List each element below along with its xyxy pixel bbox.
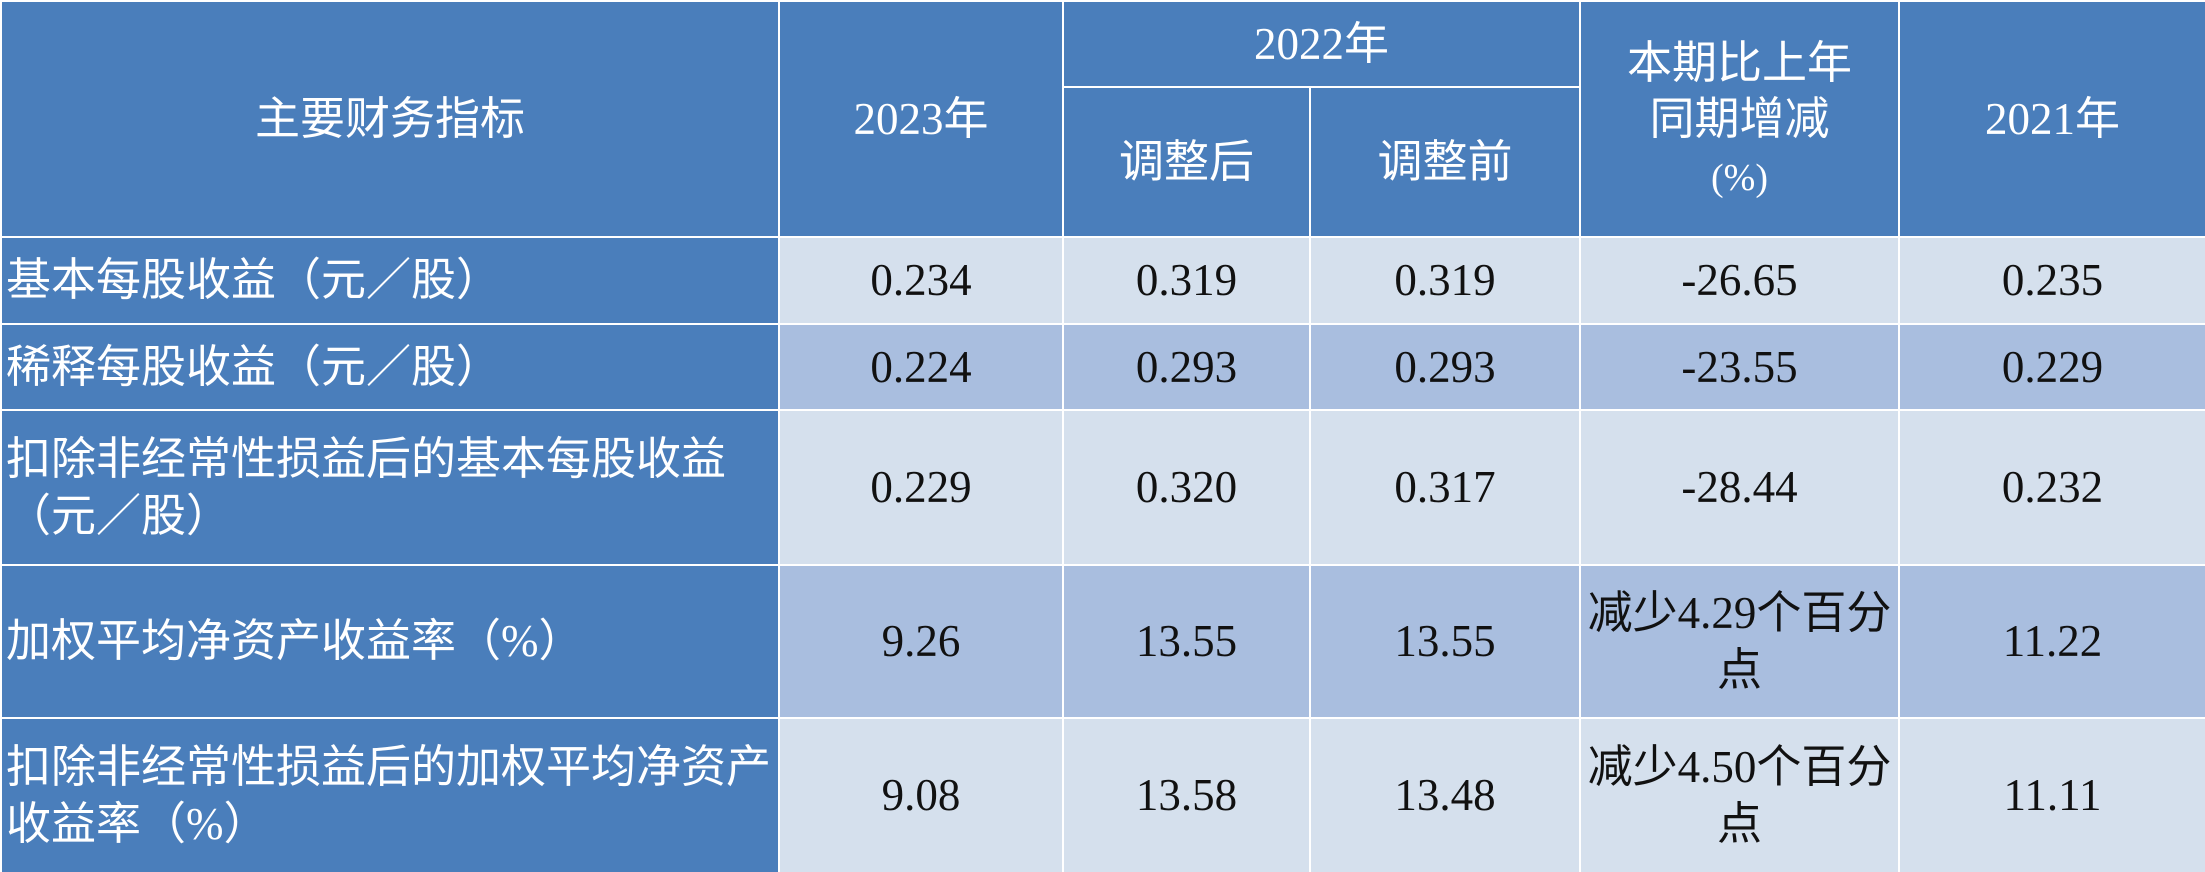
header-cell: 本期比上年 同期增减 (%)	[1579, 0, 1901, 238]
row-label: 基本每股收益（元／股）	[0, 236, 780, 325]
value-cell: 0.232	[1898, 409, 2205, 566]
header-cell: 调整前	[1308, 86, 1582, 238]
value-cell: 0.320	[1062, 409, 1311, 566]
value-cell: 0.235	[1898, 236, 2205, 325]
table-row: 扣除非经常性损益后的基本每股收益（元／股） 0.229 0.320 0.317 -28.…	[0, 409, 2205, 566]
header-cell: 调整后	[1062, 86, 1311, 238]
value-cell: 11.11	[1898, 717, 2205, 872]
value-cell: 13.55	[1062, 564, 1311, 719]
header-cell: 2021年	[1898, 0, 2205, 238]
value-cell: 0.319	[1062, 236, 1311, 325]
value-cell: 0.234	[778, 236, 1064, 325]
value-cell: 减少4.50个百分点	[1579, 717, 1901, 872]
table-body: 基本每股收益（元／股） 0.234 0.319 0.319 -26.65 0.235 稀释每…	[0, 236, 2205, 872]
value-cell: 11.22	[1898, 564, 2205, 719]
row-label: 稀释每股收益（元／股）	[0, 323, 780, 411]
value-cell: 0.319	[1308, 236, 1582, 325]
header-line: (%)	[1711, 157, 1768, 200]
value-cell: 0.229	[1898, 323, 2205, 411]
value-cell: 0.317	[1308, 409, 1582, 566]
value-cell: -23.55	[1579, 323, 1901, 411]
value-cell: 9.08	[778, 717, 1064, 872]
table-row: 基本每股收益（元／股） 0.234 0.319 0.319 -26.65 0.235	[0, 236, 2205, 325]
row-label: 扣除非经常性损益后的基本每股收益（元／股）	[0, 409, 780, 566]
header-line: 同期增减	[1649, 93, 1830, 144]
table-row: 扣除非经常性损益后的加权平均净资产收益率（%） 9.08 13.58 13.48 减少4…	[0, 717, 2205, 872]
value-cell: 0.229	[778, 409, 1064, 566]
value-cell: 13.55	[1308, 564, 1582, 719]
header-cell: 2022年	[1061, 0, 1582, 88]
value-cell: 减少4.29个百分点	[1579, 564, 1901, 719]
table-row: 加权平均净资产收益率（%） 9.26 13.55 13.55 减少4.29个百分点 11.…	[0, 564, 2205, 719]
value-cell: 0.293	[1062, 323, 1311, 411]
value-cell: 0.224	[778, 323, 1064, 411]
value-cell: -28.44	[1579, 409, 1901, 566]
value-cell: -26.65	[1579, 236, 1901, 325]
table-row: 稀释每股收益（元／股） 0.224 0.293 0.293 -23.55 0.229	[0, 323, 2205, 411]
value-cell: 0.293	[1308, 323, 1582, 411]
header-line: 本期比上年	[1627, 37, 1853, 88]
header-cell: 主要财务指标	[0, 0, 780, 238]
header-cell: 2023年	[778, 0, 1064, 238]
row-label: 扣除非经常性损益后的加权平均净资产收益率（%）	[0, 717, 780, 872]
value-cell: 13.58	[1062, 717, 1311, 872]
value-cell: 9.26	[778, 564, 1064, 719]
row-label: 加权平均净资产收益率（%）	[0, 564, 780, 719]
value-cell: 13.48	[1308, 717, 1582, 872]
